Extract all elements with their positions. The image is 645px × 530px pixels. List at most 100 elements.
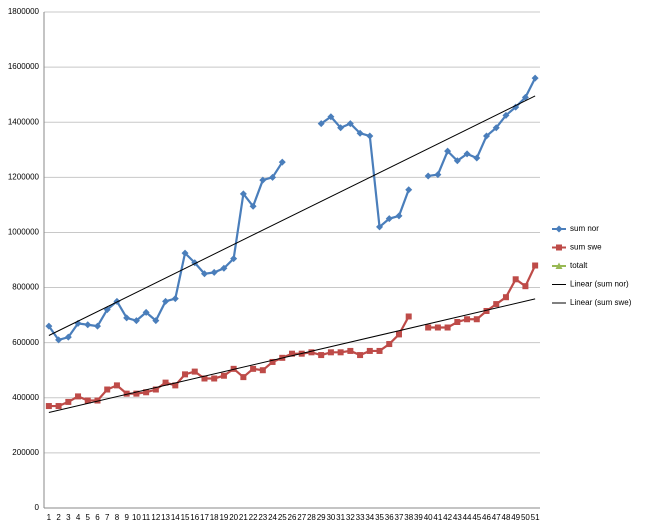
x-tick-label: 49 xyxy=(511,513,520,522)
y-tick-label: 1400000 xyxy=(8,117,40,126)
x-tick-label: 32 xyxy=(346,513,355,522)
x-tick-label: 38 xyxy=(404,513,413,522)
y-tick-label: 600000 xyxy=(12,338,39,347)
marker xyxy=(492,124,500,132)
marker xyxy=(357,352,364,359)
marker xyxy=(337,124,345,132)
marker xyxy=(376,347,383,354)
x-tick-label: 5 xyxy=(86,513,91,522)
x-tick-label: 7 xyxy=(105,513,110,522)
legend-label: Linear (sum nor) xyxy=(570,280,629,289)
marker xyxy=(230,255,238,263)
marker xyxy=(444,324,451,331)
marker xyxy=(555,262,563,269)
x-tick-label: 45 xyxy=(472,513,481,522)
marker xyxy=(162,379,169,386)
legend-label: sum swe xyxy=(570,243,602,252)
marker xyxy=(182,371,189,378)
x-tick-label: 22 xyxy=(249,513,258,522)
marker xyxy=(453,157,461,165)
marker xyxy=(376,223,384,231)
marker xyxy=(308,349,315,356)
x-tick-label: 36 xyxy=(385,513,394,522)
x-tick-label: 41 xyxy=(433,513,442,522)
marker xyxy=(75,393,82,400)
marker xyxy=(521,93,529,101)
x-tick-label: 48 xyxy=(502,513,511,522)
marker xyxy=(405,313,412,320)
x-tick-label: 19 xyxy=(219,513,228,522)
marker xyxy=(405,186,413,194)
marker xyxy=(483,307,490,314)
marker xyxy=(45,322,53,330)
legend-label: sum nor xyxy=(570,224,599,233)
marker xyxy=(132,317,140,325)
marker xyxy=(94,397,101,404)
marker xyxy=(512,276,519,283)
x-tick-label: 8 xyxy=(115,513,120,522)
marker xyxy=(327,113,335,121)
marker xyxy=(65,398,72,405)
marker xyxy=(317,120,325,128)
marker xyxy=(104,386,111,393)
y-tick-label: 400000 xyxy=(12,393,39,402)
marker xyxy=(385,215,393,223)
marker xyxy=(239,190,247,198)
marker xyxy=(55,403,62,410)
marker xyxy=(210,268,218,276)
marker xyxy=(172,382,179,389)
marker xyxy=(493,301,500,308)
x-tick-label: 29 xyxy=(317,513,326,522)
marker xyxy=(240,374,247,381)
x-tick-label: 23 xyxy=(258,513,267,522)
x-tick-label: 40 xyxy=(424,513,433,522)
marker xyxy=(356,129,364,137)
x-tick-label: 26 xyxy=(288,513,297,522)
marker xyxy=(171,295,179,303)
marker xyxy=(366,347,373,354)
x-tick-label: 35 xyxy=(375,513,384,522)
y-tick-label: 800000 xyxy=(12,283,39,292)
x-tick-label: 6 xyxy=(95,513,100,522)
x-tick-label: 9 xyxy=(124,513,129,522)
marker xyxy=(250,365,257,372)
marker xyxy=(201,375,208,382)
marker xyxy=(143,389,150,396)
marker xyxy=(259,176,267,184)
marker xyxy=(434,324,441,331)
x-tick-label: 33 xyxy=(356,513,365,522)
marker xyxy=(346,120,354,128)
x-tick-label: 44 xyxy=(463,513,472,522)
x-tick-label: 25 xyxy=(278,513,287,522)
marker xyxy=(123,390,130,397)
x-tick-label: 4 xyxy=(76,513,81,522)
legend-label: Linear (sum swe) xyxy=(570,298,632,307)
marker xyxy=(220,264,228,272)
legend-label: totalt xyxy=(570,261,588,270)
marker xyxy=(337,349,344,356)
x-tick-label: 46 xyxy=(482,513,491,522)
x-tick-label: 2 xyxy=(56,513,61,522)
marker xyxy=(152,386,159,393)
marker xyxy=(181,249,189,257)
marker xyxy=(142,308,150,316)
x-tick-label: 42 xyxy=(443,513,452,522)
marker xyxy=(269,173,277,181)
marker xyxy=(366,132,374,140)
y-tick-label: 1000000 xyxy=(8,228,40,237)
marker xyxy=(45,403,52,410)
x-tick-label: 24 xyxy=(268,513,277,522)
marker xyxy=(249,202,257,210)
marker xyxy=(483,132,491,140)
marker xyxy=(512,103,520,111)
x-tick-label: 12 xyxy=(151,513,160,522)
marker xyxy=(269,358,276,365)
marker xyxy=(454,319,461,325)
x-tick-label: 39 xyxy=(414,513,423,522)
marker xyxy=(84,397,91,404)
trendline xyxy=(48,95,536,336)
x-tick-label: 37 xyxy=(395,513,404,522)
marker xyxy=(473,154,481,162)
x-tick-label: 3 xyxy=(66,513,71,522)
